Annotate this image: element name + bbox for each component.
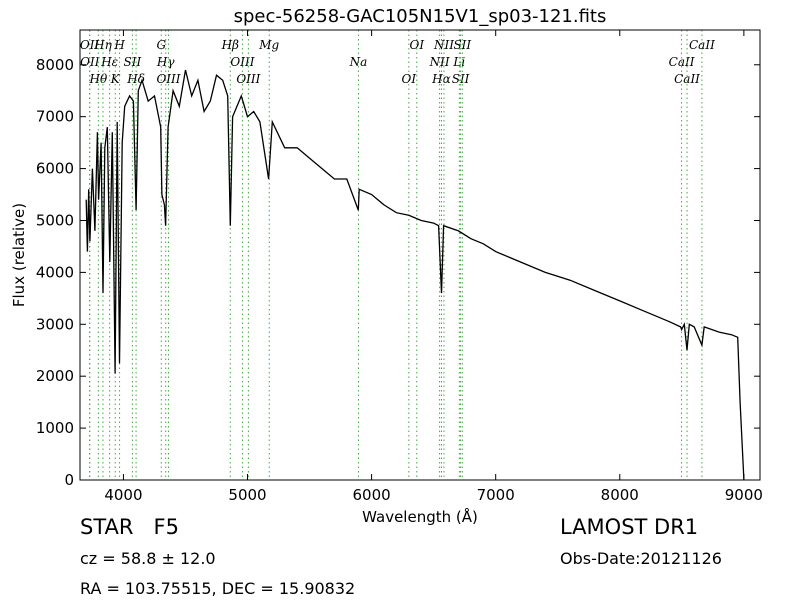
- spectral-line-label: Hβ: [221, 38, 239, 52]
- y-tick-label: 7000: [36, 108, 74, 126]
- spectral-line-label: Na: [349, 55, 368, 69]
- chart-title: spec-56258-GAC105N15V1_sp03-121.fits: [234, 6, 607, 27]
- x-tick-label: 8000: [601, 486, 639, 504]
- x-tick-label: 9000: [725, 486, 763, 504]
- survey-text: LAMOST DR1: [560, 515, 698, 539]
- coords-text: RA = 103.75515, DEC = 15.90832: [80, 579, 355, 598]
- spectrum-line: [85, 69, 745, 481]
- spectral-line-label: G: [156, 38, 166, 52]
- y-tick-label: 8000: [36, 56, 74, 74]
- spectral-line-label: OIII: [230, 55, 254, 69]
- spectral-line-label: NII: [433, 38, 454, 52]
- cz-text: cz = 58.8 ± 12.0: [80, 549, 216, 568]
- spectral-line-label: Mg: [258, 38, 279, 52]
- spectral-line-label: H: [113, 38, 125, 52]
- x-tick-label: 4000: [104, 486, 142, 504]
- y-tick-label: 5000: [36, 211, 74, 229]
- spectral-line-label: NII: [429, 55, 450, 69]
- y-tick-label: 4000: [36, 263, 74, 281]
- y-tick-label: 2000: [36, 367, 74, 385]
- spectral-line-label: Hγ: [156, 55, 175, 69]
- spectral-line-label: OIII: [156, 72, 180, 86]
- plot-frame: [79, 29, 761, 481]
- spectral-line-label: OI: [402, 72, 417, 86]
- x-tick-label: 5000: [228, 486, 266, 504]
- spectral-line-label: Hη: [93, 38, 112, 52]
- spectral-line-label: SII: [453, 38, 471, 52]
- y-axis-label: Flux (relative): [10, 203, 28, 307]
- x-axis-label: Wavelength (Å): [362, 507, 478, 526]
- spectral-line-label: Hδ: [126, 72, 145, 86]
- spectral-line-label: K: [110, 72, 121, 86]
- spectral-line-label: SII: [124, 55, 142, 69]
- class-text: STAR F5: [80, 515, 179, 539]
- spectral-line-label: Hε: [100, 55, 118, 69]
- y-tick-label: 6000: [36, 160, 74, 178]
- spectral-line-label: CaII: [669, 55, 695, 69]
- y-tick-label: 0: [64, 471, 74, 489]
- spectral-line-label: Hα: [431, 72, 451, 86]
- spectral-line-label: SII: [452, 72, 470, 86]
- spectral-line-label: Li: [452, 55, 465, 69]
- spectral-line-label: Hθ: [89, 72, 108, 86]
- y-tick-label: 3000: [36, 315, 74, 333]
- spectral-line-label: OIII: [236, 72, 260, 86]
- spectral-line-label: OI: [409, 38, 424, 52]
- date-text: Obs-Date:20121126: [560, 549, 722, 568]
- x-tick-label: 7000: [477, 486, 515, 504]
- x-tick-label: 6000: [353, 486, 391, 504]
- y-tick-label: 1000: [36, 419, 74, 437]
- spectral-line-label: OII: [80, 55, 100, 69]
- spectral-line-label: CaII: [689, 38, 715, 52]
- spectral-line-label: CaII: [674, 72, 700, 86]
